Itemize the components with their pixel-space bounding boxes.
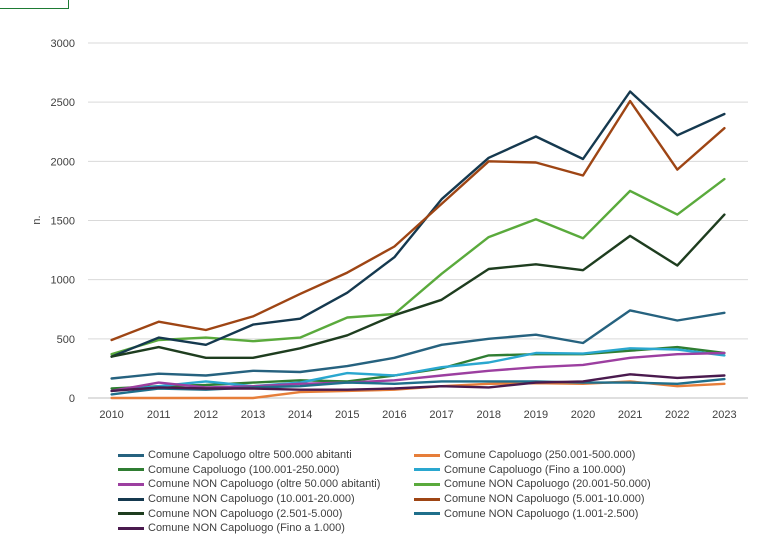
legend-swatch	[118, 482, 144, 486]
y-tick-label: 1000	[51, 275, 75, 287]
y-tick-label: 3000	[51, 38, 75, 50]
x-tick-label: 2013	[241, 409, 265, 421]
legend-swatch	[118, 468, 144, 472]
y-tick-labels: 0 500 1000 1500 2000 2500 3000	[51, 38, 75, 405]
series-lines	[110, 90, 726, 400]
y-axis-label: n.	[31, 215, 43, 224]
legend-label: Comune NON Capoluogo (1.001-2.500)	[444, 507, 639, 520]
legend-label: Comune Capoluogo (100.001-250.000)	[148, 463, 340, 476]
legend-item: Comune NON Capoluogo (Fino a 1.000)	[118, 521, 414, 536]
legend-item: Comune NON Capoluogo (oltre 50.000 abita…	[118, 477, 414, 492]
series-line-9	[110, 213, 726, 359]
x-tick-label: 2012	[194, 409, 218, 421]
legend-item: Comune Capoluogo (100.001-250.000)	[118, 463, 414, 478]
series-line-4	[110, 347, 726, 393]
legend-swatch	[414, 497, 440, 501]
legend-swatch	[414, 468, 440, 472]
series-line-8	[110, 99, 726, 342]
series-line-11	[110, 373, 726, 393]
legend-item: Comune NON Capoluogo (10.001-20.000)	[118, 492, 414, 507]
series-line-5	[110, 351, 726, 393]
y-tick-label: 500	[57, 334, 75, 346]
x-tick-label: 2010	[99, 409, 123, 421]
series-line-6	[110, 177, 726, 356]
legend-item: Comune NON Capoluogo (5.001-10.000)	[414, 492, 678, 507]
legend-swatch	[118, 512, 144, 516]
y-tick-label: 1500	[51, 216, 75, 228]
x-tick-label: 2014	[288, 409, 312, 421]
x-tick-label: 2018	[476, 409, 500, 421]
legend-label: Comune NON Capoluogo (2.501-5.000)	[148, 507, 343, 520]
x-tick-label: 2022	[665, 409, 689, 421]
legend-label: Comune NON Capoluogo (5.001-10.000)	[444, 493, 645, 506]
legend-item: Comune NON Capoluogo (1.001-2.500)	[414, 506, 678, 521]
legend-item: Comune Capoluogo (Fino a 100.000)	[414, 463, 678, 478]
legend-label: Comune NON Capoluogo (20.001-50.000)	[444, 478, 651, 491]
legend-label: Comune NON Capoluogo (10.001-20.000)	[148, 493, 355, 506]
legend-swatch	[118, 526, 144, 530]
legend-item: Comune Capoluogo oltre 500.000 abitanti	[118, 448, 414, 463]
legend: Comune Capoluogo oltre 500.000 abitanti C…	[118, 448, 678, 536]
y-tick-label: 2000	[51, 156, 75, 168]
legend-swatch	[118, 497, 144, 501]
legend-swatch	[118, 453, 144, 457]
series-line-7	[110, 90, 726, 358]
legend-item: Comune NON Capoluogo (2.501-5.000)	[118, 506, 414, 521]
x-tick-label: 2015	[335, 409, 359, 421]
legend-swatch	[414, 512, 440, 516]
legend-label: Comune NON Capoluogo (Fino a 1.000)	[148, 522, 345, 535]
series-line-1	[110, 309, 726, 380]
legend-swatch	[414, 453, 440, 457]
x-tick-label: 2016	[382, 409, 406, 421]
legend-label: Comune Capoluogo oltre 500.000 abitanti	[148, 449, 352, 462]
x-tick-label: 2017	[429, 409, 453, 421]
legend-item: Comune Capoluogo (250.001-500.000)	[414, 448, 678, 463]
legend-item: Comune NON Capoluogo (20.001-50.000)	[414, 477, 678, 492]
legend-label: Comune NON Capoluogo (oltre 50.000 abita…	[148, 478, 381, 491]
legend-swatch	[414, 482, 440, 486]
x-tick-label: 2023	[712, 409, 736, 421]
selection-corner-mark	[0, 0, 69, 9]
x-tick-label: 2019	[524, 409, 548, 421]
x-tick-labels: 2010 2011 2012 2013 2014 2015 2016 2017 2018 2019…	[99, 409, 736, 421]
y-tick-label: 0	[69, 393, 75, 405]
legend-label: Comune Capoluogo (Fino a 100.000)	[444, 463, 626, 476]
gridlines	[88, 42, 748, 399]
x-tick-label: 2011	[147, 409, 171, 421]
x-tick-label: 2020	[571, 409, 595, 421]
y-tick-label: 2500	[51, 97, 75, 109]
x-tick-label: 2021	[618, 409, 642, 421]
legend-label: Comune Capoluogo (250.001-500.000)	[444, 449, 636, 462]
